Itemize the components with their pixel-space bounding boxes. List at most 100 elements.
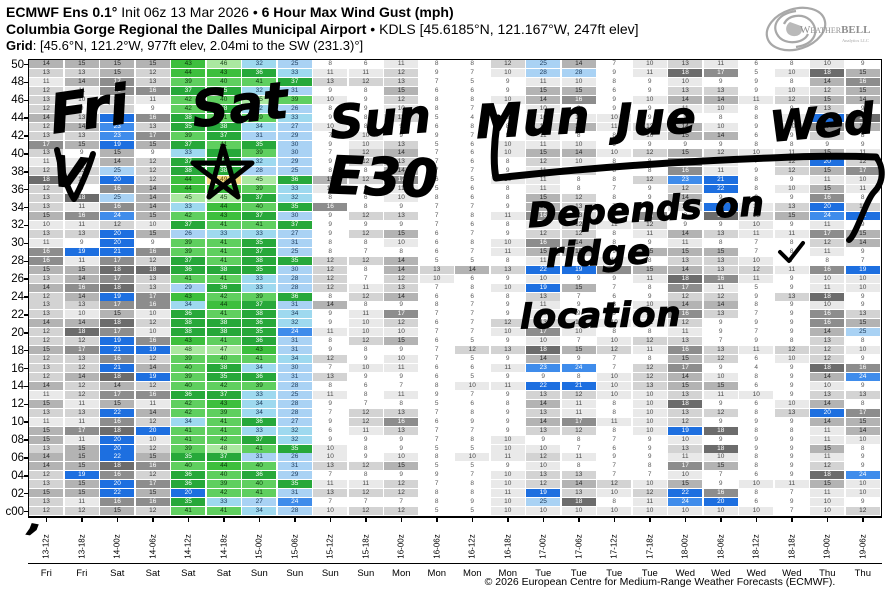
grid-cell: 9 xyxy=(774,194,809,203)
grid-cell: 15 xyxy=(135,229,170,238)
grid-cell: 9 xyxy=(490,372,525,381)
grid-cell: 9 xyxy=(845,381,880,390)
grid-cell: 33 xyxy=(242,390,277,399)
grid-cell: 36 xyxy=(171,390,206,399)
grid-cell: 10 xyxy=(845,489,880,498)
grid-cell: 16 xyxy=(29,247,64,256)
grid-cell: 13 xyxy=(668,86,703,95)
grid-cell: 11 xyxy=(703,158,738,167)
y-axis-label: 48 xyxy=(11,76,24,89)
grid-cell: 7 xyxy=(313,408,348,417)
grid-cell: 14 xyxy=(703,131,738,140)
grid-cell: 41 xyxy=(242,220,277,229)
grid-cell: 9 xyxy=(739,337,774,346)
grid-cell: 9 xyxy=(348,453,383,462)
grid-cell: 13 xyxy=(774,203,809,212)
grid-cell: 9 xyxy=(632,453,667,462)
grid-cell: 13 xyxy=(703,229,738,238)
grid-cell: 40 xyxy=(206,77,241,86)
grid-cell: 10 xyxy=(490,68,525,77)
grid-cell: 11 xyxy=(774,229,809,238)
grid-cell: 7 xyxy=(455,203,490,212)
grid-cell: 28 xyxy=(277,399,312,408)
grid-cell: 12 xyxy=(135,158,170,167)
grid-cell: 25 xyxy=(277,167,312,176)
grid-cell: 16 xyxy=(64,283,99,292)
grid-cell: 35 xyxy=(206,372,241,381)
grid-cell: 14 xyxy=(845,238,880,247)
grid-cell: 41 xyxy=(206,113,241,122)
grid-cell: 14 xyxy=(526,355,561,364)
grid-cell: 6 xyxy=(348,60,383,68)
grid-cell: 11 xyxy=(64,220,99,229)
grid-cell: 15 xyxy=(774,212,809,220)
grid-cell: 12 xyxy=(29,471,64,480)
grid-cell: 42 xyxy=(171,399,206,408)
grid-cell: 8 xyxy=(348,113,383,122)
grid-cell: 45 xyxy=(206,194,241,203)
grid-cell: 13 xyxy=(29,203,64,212)
grid-cell: 8 xyxy=(845,444,880,453)
grid-cell: 41 xyxy=(242,355,277,364)
grid-cell: 10 xyxy=(810,498,845,507)
grid-cell: 32 xyxy=(277,426,312,435)
grid-cell: 12 xyxy=(632,220,667,229)
grid-cell: 8 xyxy=(348,444,383,453)
x-axis-day-label: Tue xyxy=(570,568,587,579)
grid-cell: 9 xyxy=(490,417,525,426)
grid-cell: 8 xyxy=(490,185,525,194)
grid-cell: 13 xyxy=(526,292,561,301)
grid-cell: 16 xyxy=(100,417,135,426)
grid-cell: 14 xyxy=(29,319,64,328)
product-name: 6 Hour Max Wind Gust (mph) xyxy=(261,4,454,20)
grid-cell: 12 xyxy=(810,86,845,95)
grid-cell: 9 xyxy=(632,104,667,113)
grid-cell: 16 xyxy=(135,86,170,95)
ink-word: V xyxy=(49,146,89,199)
grid-cell: 14 xyxy=(384,292,419,301)
grid-cell: 15 xyxy=(668,480,703,489)
grid-cell: 5 xyxy=(455,176,490,185)
grid-cell: 9 xyxy=(774,301,809,310)
grid-cell: 12 xyxy=(810,238,845,247)
grid-cell: 13 xyxy=(64,301,99,310)
grid-cell: 41 xyxy=(206,426,241,435)
grid-cell: 9 xyxy=(703,140,738,149)
grid-cell: 41 xyxy=(206,247,241,256)
grid-cell: 42 xyxy=(171,95,206,104)
grid-cell: 12 xyxy=(135,444,170,453)
grid-cell: 41 xyxy=(242,444,277,453)
grid-cell: 9 xyxy=(632,238,667,247)
grid-cell: 33 xyxy=(277,185,312,194)
grid-cell: 7 xyxy=(455,390,490,399)
y-axis-label: 42 xyxy=(11,130,24,142)
grid-cell: 15 xyxy=(135,453,170,462)
grid-cell: 11 xyxy=(313,480,348,489)
grid-cell: 30 xyxy=(277,212,312,220)
grid-cell: 7 xyxy=(419,212,454,220)
x-axis-day-label: Thu xyxy=(854,568,871,579)
grid-cell: 12 xyxy=(774,95,809,104)
grid-cell: 10 xyxy=(810,60,845,68)
grid-cell: 13 xyxy=(561,203,596,212)
grid-cell: 16 xyxy=(810,265,845,274)
grid-cell: 6 xyxy=(455,274,490,283)
grid-cell: 13 xyxy=(668,60,703,68)
grid-cell: 9 xyxy=(703,480,738,489)
grid-cell: 41 xyxy=(206,220,241,229)
grid-cell: 17 xyxy=(845,408,880,417)
grid-cell: 23 xyxy=(100,131,135,140)
grid-cell: 18 xyxy=(29,176,64,185)
grid-cell: 39 xyxy=(242,113,277,122)
grid-cell: 7 xyxy=(419,203,454,212)
grid-cell: 9 xyxy=(384,471,419,480)
grid-cell: 16 xyxy=(526,212,561,220)
grid-cell: 10 xyxy=(845,176,880,185)
grid-cell: 13 xyxy=(29,274,64,283)
grid-cell: 16 xyxy=(810,310,845,319)
grid-cell: 9 xyxy=(632,435,667,444)
grid-cell: 15 xyxy=(810,480,845,489)
grid-cell: 11 xyxy=(561,408,596,417)
grid-cell: 20 xyxy=(100,229,135,238)
grid-cell: 9 xyxy=(703,77,738,86)
